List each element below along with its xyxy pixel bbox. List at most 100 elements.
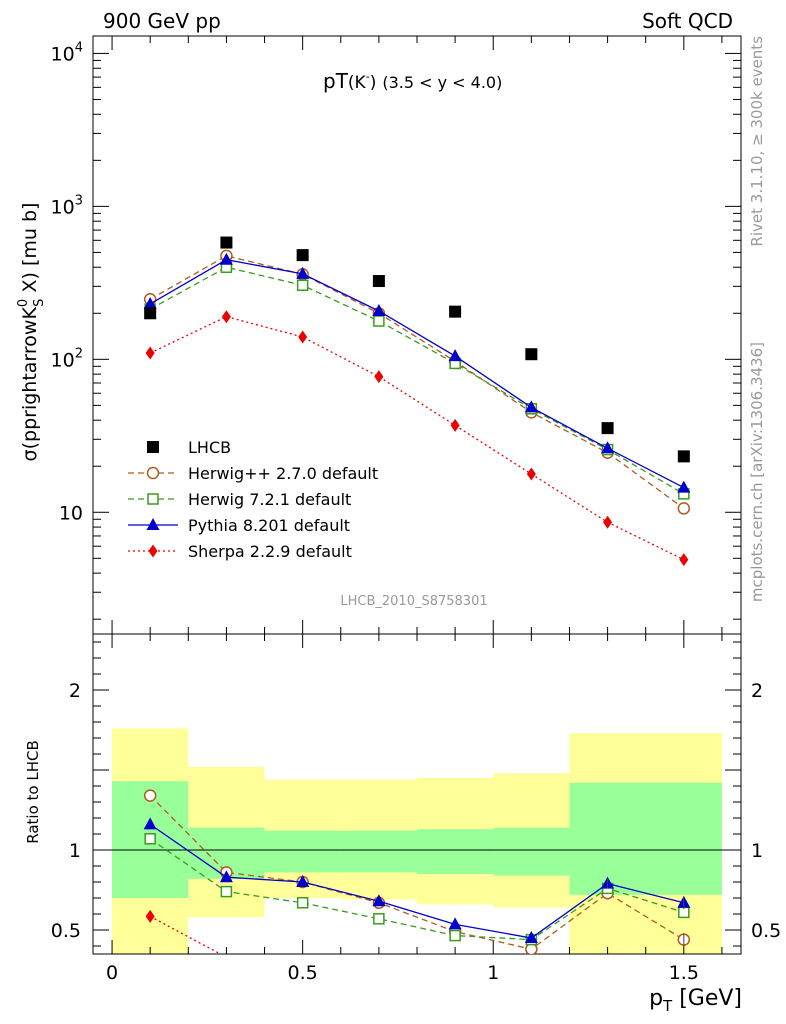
y-tick-label: 1 [69, 840, 81, 862]
uncertainty-band-green [340, 830, 417, 873]
ratio-data-point [219, 870, 233, 883]
series-line [149, 255, 685, 509]
y-tick-label: 104 [51, 40, 83, 65]
plot-title-main: pT [323, 69, 349, 93]
ratio-data-point [144, 833, 156, 845]
data-point [144, 307, 157, 320]
data-point [601, 422, 614, 435]
legend-label: Herwig++ 2.7.0 default [188, 464, 378, 483]
data-point [220, 236, 233, 249]
data-point [296, 279, 309, 292]
ratio-data-point [143, 817, 157, 830]
plot-title: pT(K-) (3.5 < y < 4.0) [323, 69, 502, 93]
y-tick-label: 103 [51, 193, 83, 218]
rivet-label: Rivet 3.1.10, ≥ 300k events [748, 36, 766, 247]
data-point [677, 502, 691, 515]
data-point [524, 400, 538, 413]
mcplots-label: mcplots.cern.ch [arXiv:1306.3436] [748, 342, 766, 602]
ratio-data-point [143, 789, 157, 802]
data-point [143, 296, 157, 309]
data-point [679, 553, 689, 567]
ratio-series-group [143, 789, 691, 954]
main-plot-series [143, 236, 691, 567]
plot-title-k: (K [348, 73, 367, 93]
legend-marker [146, 518, 160, 530]
legend-label: LHCB [188, 438, 231, 457]
x-axis-label-end: [GeV] [672, 986, 742, 1011]
legend-marker [147, 441, 159, 453]
data-point [298, 330, 308, 344]
x-tick-label: 1 [487, 962, 499, 984]
data-point [450, 418, 460, 432]
ratio-data-point [524, 931, 538, 943]
data-point [219, 252, 233, 265]
data-point [372, 303, 386, 316]
ratio-data-point [220, 885, 233, 898]
y-tick-label: 0.5 [51, 920, 81, 942]
data-point [145, 346, 155, 360]
data-point [221, 310, 231, 324]
uncertainty-band-green [417, 829, 494, 874]
data-point [372, 275, 385, 288]
header-right: Soft QCD [642, 9, 733, 33]
y-tick-label: 10 [59, 502, 83, 524]
legend-marker [146, 466, 160, 480]
plot-title-k-sup: - [366, 70, 370, 83]
data-point [526, 467, 536, 481]
data-point [601, 441, 615, 454]
y-tick-label: 2 [69, 680, 81, 702]
plot-title-range: (3.5 < y < 4.0) [382, 73, 502, 92]
header-left: 900 GeV pp [103, 9, 221, 33]
analysis-watermark: LHCB_2010_S8758301 [340, 594, 487, 609]
data-point [677, 480, 691, 493]
ratio-series-line [149, 795, 685, 950]
data-point [448, 349, 462, 362]
y-axis-label-sub: S [32, 299, 47, 307]
ratio-data-point [373, 913, 385, 925]
series-line [149, 315, 685, 561]
legend-marker [147, 493, 159, 505]
uncertainty-band-green [264, 830, 341, 873]
x-axis-label: pT [GeV] [649, 986, 742, 1015]
ratio-data-point [449, 929, 461, 942]
data-point [603, 515, 613, 529]
legend-marker [148, 544, 158, 558]
y-tick-label-right: 1 [751, 840, 763, 862]
x-tick-label: 0.5 [288, 962, 318, 984]
data-point [677, 450, 690, 463]
x-tick-label: 0 [106, 962, 118, 984]
main-plot-ticks: 10 102 103 104 [51, 36, 741, 634]
y-tick-label-right: 0.5 [751, 920, 781, 942]
y-axis-label-main: σ(pprightarrowK [19, 307, 41, 462]
y-tick-label: 102 [51, 346, 83, 371]
data-point [525, 348, 538, 361]
plot-title-k-close: ) [370, 73, 377, 93]
ratio-plot-series [143, 789, 691, 954]
ratio-series-line [149, 838, 685, 941]
ratio-series-line [149, 823, 684, 939]
data-point [373, 315, 385, 327]
ratio-data-point [525, 942, 538, 954]
data-point [296, 266, 310, 279]
y-axis-label-sup: 0 [16, 299, 31, 307]
data-point [374, 370, 384, 384]
x-axis-label-main: p [649, 986, 663, 1011]
ratio-axis-label: Ratio to LHCB [24, 740, 42, 844]
legend-label: Sherpa 2.2.9 default [188, 542, 352, 561]
y-tick-label-right: 2 [751, 680, 763, 702]
data-point [296, 249, 309, 262]
ratio-data-point [448, 917, 462, 930]
legend-label: Herwig 7.2.1 default [188, 490, 351, 509]
data-point [449, 305, 462, 318]
x-tick-label: 1.5 [669, 962, 699, 984]
legend-label: Pythia 8.201 default [188, 516, 350, 535]
ratio-plot-ticks: 0 0.5 1 1.5 0.5 0.5 1 1 2 2 [51, 634, 781, 984]
y-axis-label: σ(pprightarrowK0S X) [mu b] [16, 203, 47, 462]
series-line [149, 266, 685, 495]
ratio-data-point [296, 875, 310, 887]
uncertainty-band-green [569, 782, 722, 895]
legend: LHCB Herwig++ 2.7.0 default Herwig 7.2.1 d… [128, 438, 378, 561]
ratio-data-point [372, 894, 386, 907]
y-axis-label-end: X) [mu b] [19, 203, 41, 299]
